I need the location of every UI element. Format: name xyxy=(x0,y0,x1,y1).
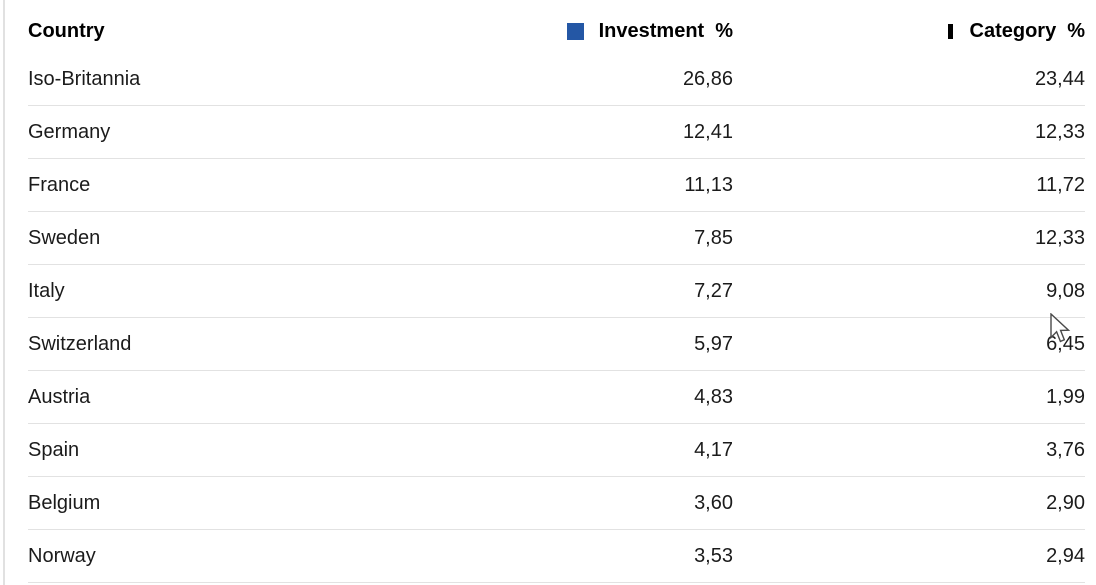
country-breakdown-table: Country Investment % Category % Iso-Brit… xyxy=(28,9,1085,583)
investment-value-cell: 7,85 xyxy=(694,226,733,249)
country-cell: Spain xyxy=(28,438,80,461)
table-row: France 11,13 11,72 xyxy=(28,159,1085,212)
table-row: Germany 12,41 12,33 xyxy=(28,106,1085,159)
category-header-label: Category xyxy=(969,19,1057,42)
category-legend-bar-icon xyxy=(947,23,953,39)
investment-value-cell: 3,60 xyxy=(694,491,733,514)
category-value-cell: 11,72 xyxy=(1036,173,1085,196)
left-edge-rule xyxy=(3,0,5,585)
table-row: Austria 4,83 1,99 xyxy=(28,371,1085,424)
category-value-cell: 2,94 xyxy=(1046,544,1085,567)
country-cell: Sweden xyxy=(28,226,101,249)
category-value-cell: 12,33 xyxy=(1034,226,1085,249)
category-value-cell: 23,44 xyxy=(1034,67,1085,90)
category-value-cell: 6,45 xyxy=(1046,332,1085,355)
table-row: Italy 7,27 9,08 xyxy=(28,265,1085,318)
category-value-cell: 3,76 xyxy=(1046,438,1085,461)
country-cell: Italy xyxy=(28,279,65,302)
category-header-percent: % xyxy=(1067,19,1085,42)
investment-value-cell: 26,86 xyxy=(682,67,733,90)
column-header-category[interactable]: Category % xyxy=(733,20,1085,43)
investment-header-label: Investment xyxy=(598,19,705,42)
investment-value-cell: 4,17 xyxy=(694,438,733,461)
country-cell: France xyxy=(28,173,91,196)
table-row: Iso-Britannia 26,86 23,44 xyxy=(28,53,1085,106)
table-row: Sweden 7,85 12,33 xyxy=(28,212,1085,265)
investment-header-percent: % xyxy=(715,19,733,42)
investment-value-cell: 12,41 xyxy=(682,120,733,143)
category-value-cell: 12,33 xyxy=(1034,120,1085,143)
table-body: Iso-Britannia 26,86 23,44 Germany 12,41 12,33… xyxy=(28,53,1085,583)
investment-value-cell: 5,97 xyxy=(694,332,733,355)
country-cell: Germany xyxy=(28,120,111,143)
country-cell: Austria xyxy=(28,385,91,408)
country-cell: Iso-Britannia xyxy=(28,67,141,90)
table-header-row: Country Investment % Category % xyxy=(28,9,1085,53)
investment-legend-square-icon xyxy=(566,22,584,40)
country-cell: Norway xyxy=(28,544,96,567)
investment-value-cell: 11,13 xyxy=(684,173,733,196)
category-value-cell: 1,99 xyxy=(1046,385,1085,408)
column-header-investment[interactable]: Investment % xyxy=(448,20,733,43)
investment-value-cell: 7,27 xyxy=(694,279,733,302)
table-row: Norway 3,53 2,94 xyxy=(28,530,1085,583)
country-cell: Belgium xyxy=(28,491,101,514)
table-row: Belgium 3,60 2,90 xyxy=(28,477,1085,530)
country-cell: Switzerland xyxy=(28,332,132,355)
table-row: Switzerland 5,97 6,45 xyxy=(28,318,1085,371)
investment-value-cell: 4,83 xyxy=(694,385,733,408)
column-header-country: Country xyxy=(28,19,105,42)
table-row: Spain 4,17 3,76 xyxy=(28,424,1085,477)
investment-value-cell: 3,53 xyxy=(694,544,733,567)
category-value-cell: 9,08 xyxy=(1046,279,1085,302)
category-value-cell: 2,90 xyxy=(1046,491,1085,514)
